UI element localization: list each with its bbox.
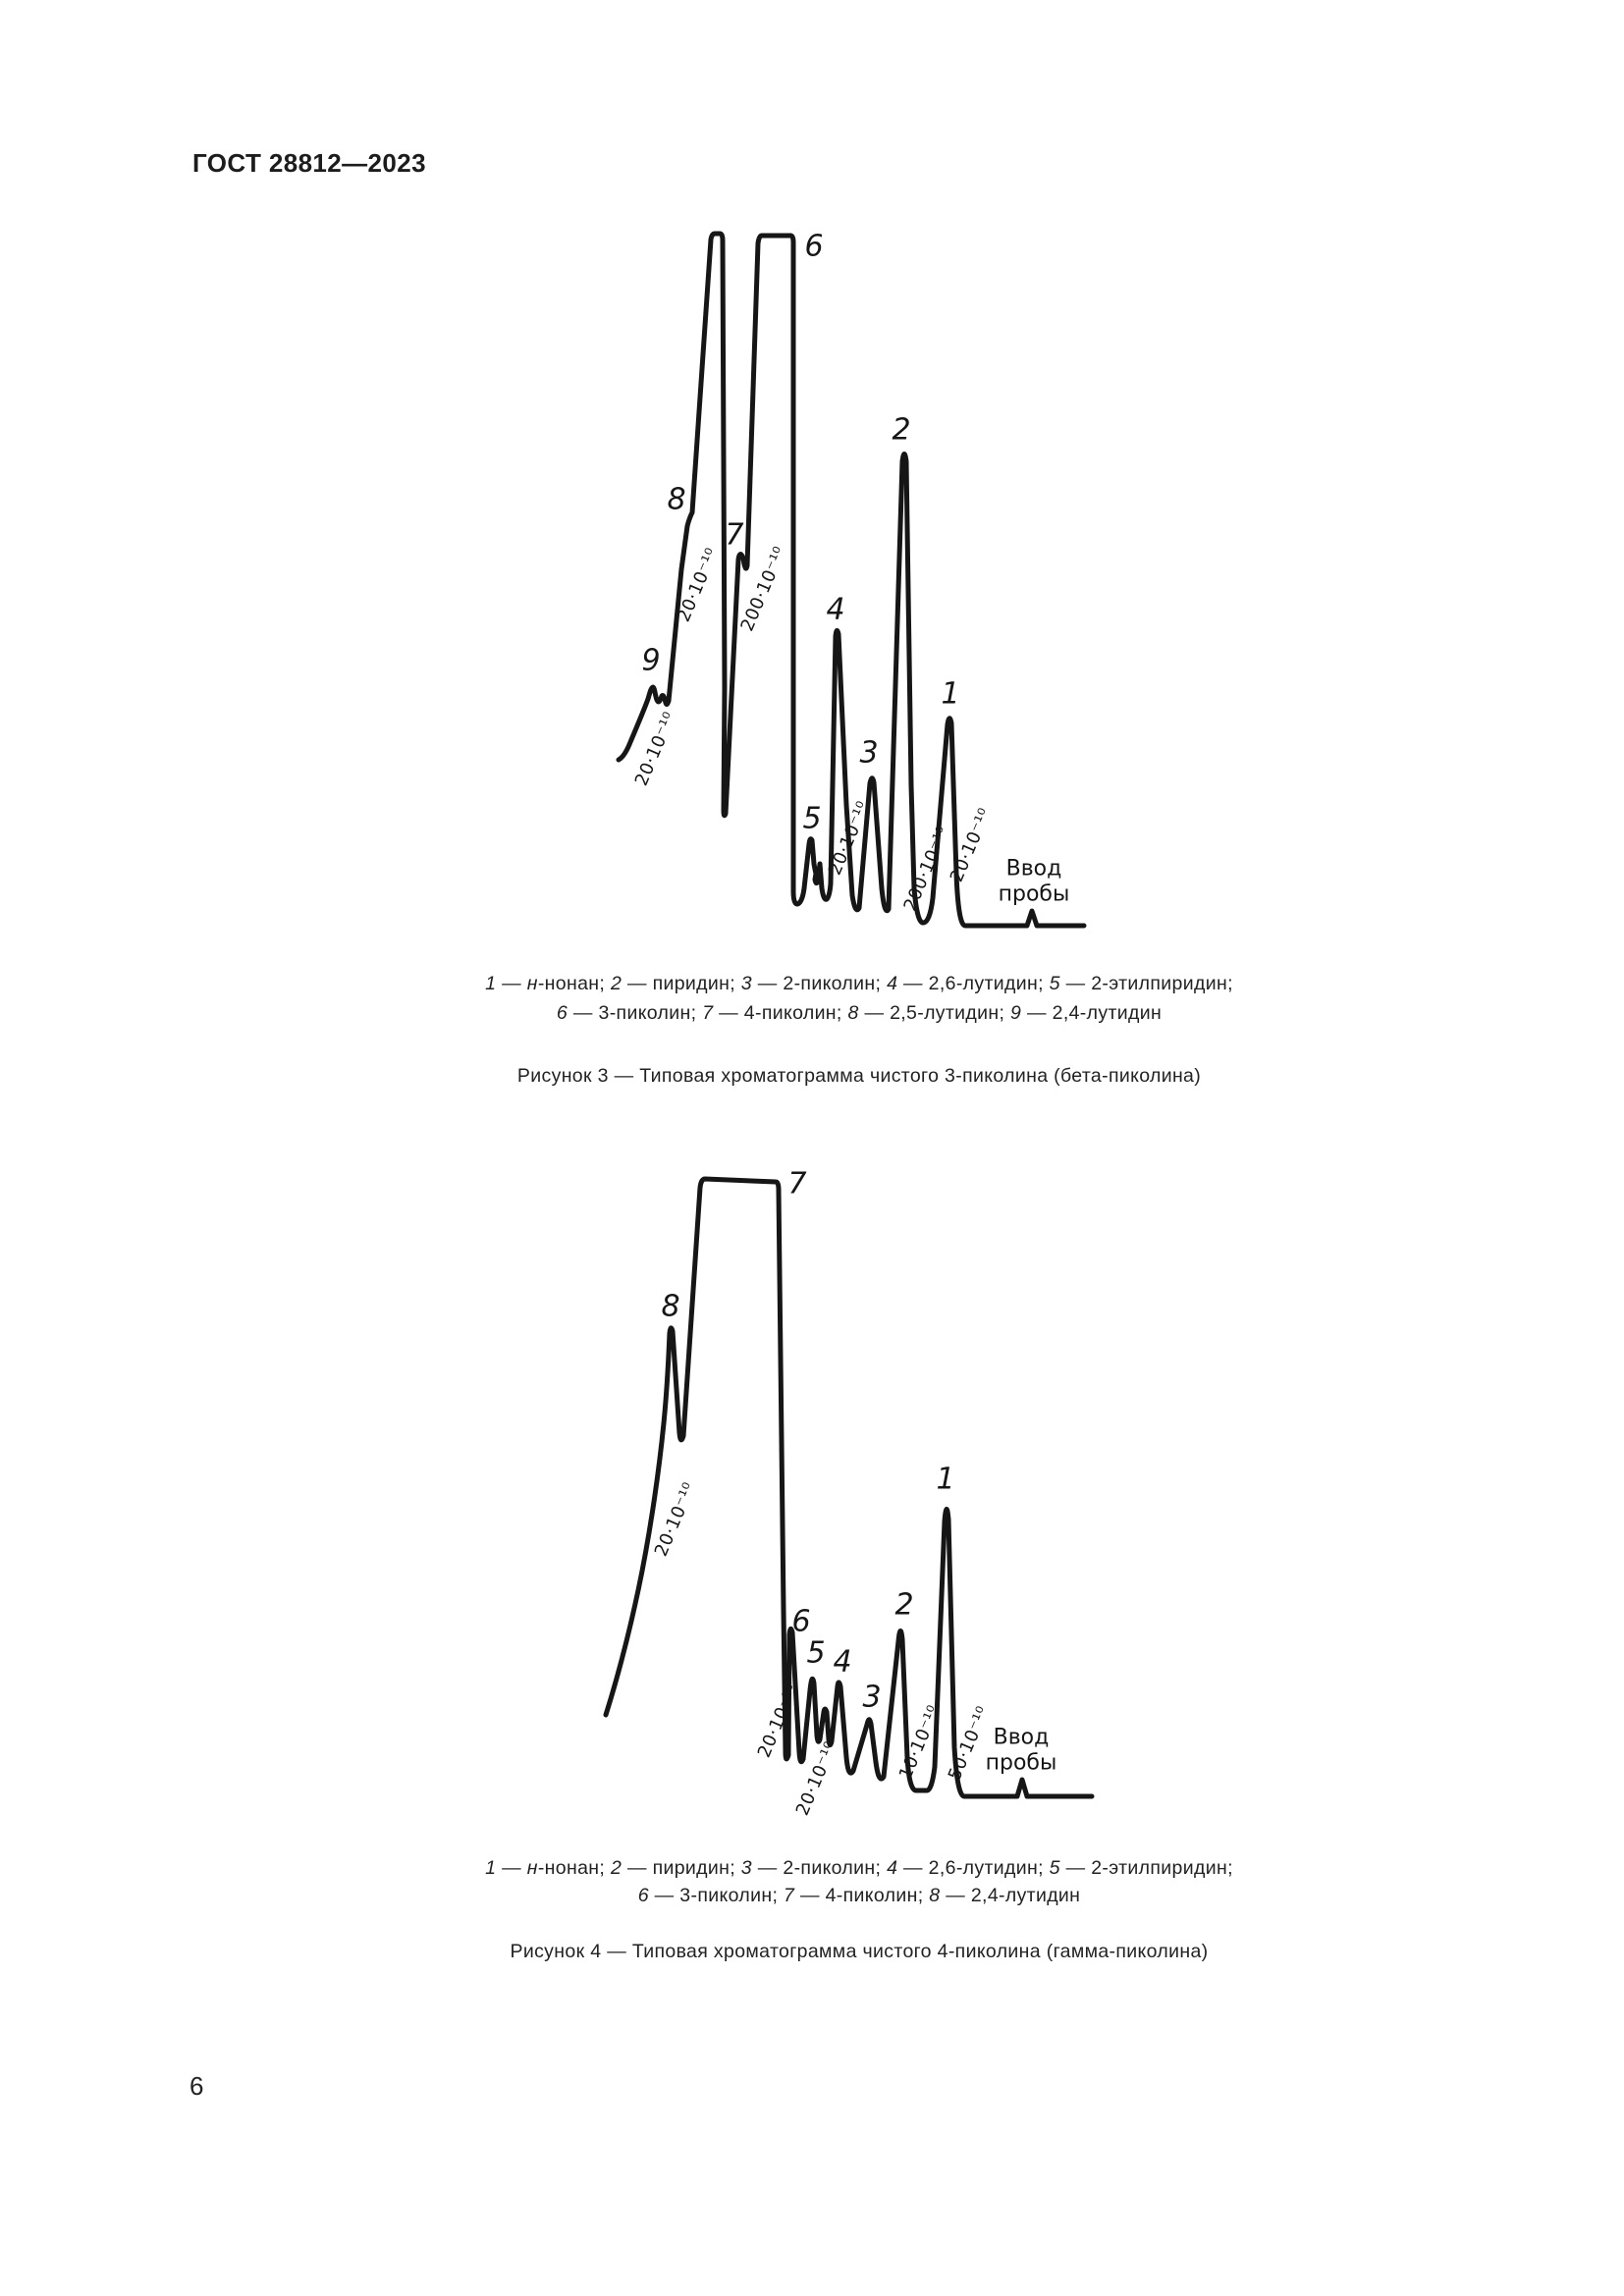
legend-text: —: [496, 1857, 527, 1879]
page-number: 6: [189, 2071, 204, 2101]
legend-item-number: н: [526, 973, 538, 994]
legend-item-number: 1: [485, 973, 497, 994]
legend-text: — 2-этилпиридин;: [1059, 1857, 1233, 1879]
legend-item-number: 2: [610, 973, 623, 994]
legend-item-number: 6: [556, 1002, 568, 1024]
figure3-caption: Рисунок 3 — Типовая хроматограмма чистог…: [516, 1065, 1202, 1087]
legend-item-number: 3: [740, 973, 752, 994]
legend-item-number: 1: [485, 1857, 497, 1879]
legend-text: — 2-этилпиридин;: [1059, 973, 1233, 994]
legend-text: —: [496, 973, 527, 994]
legend-text: — 2,4-лутидин: [1021, 1002, 1163, 1024]
legend-text: — 4-пиколин;: [713, 1002, 848, 1024]
legend-text: — пиридин;: [622, 973, 741, 994]
legend-item-number: 6: [637, 1885, 649, 1906]
legend-item-number: 5: [1049, 1857, 1060, 1879]
figure3-legend-line1: 1 — н-нонан; 2 — пиридин; 3 — 2-пиколин;…: [485, 973, 1233, 995]
document-header: ГОСТ 28812—2023: [192, 148, 426, 178]
legend-text: — пиридин;: [622, 1857, 741, 1879]
legend-text: -нонан;: [537, 1857, 611, 1879]
legend-item-number: 4: [887, 1857, 898, 1879]
legend-item-number: 8: [847, 1002, 859, 1024]
legend-item-number: 9: [1010, 1002, 1022, 1024]
legend-item-number: 7: [702, 1002, 714, 1024]
figure4-caption: Рисунок 4 — Типовая хроматограмма чистог…: [510, 1941, 1209, 1962]
figure4-chromatogram: [603, 1176, 1095, 1799]
legend-text: — 2,6-лутидин;: [897, 973, 1050, 994]
legend-item-number: 8: [929, 1885, 941, 1906]
figure3-legend-line2: 6 — 3-пиколин; 7 — 4-пиколин; 8 — 2,5-лу…: [557, 1002, 1162, 1025]
legend-item-number: 5: [1049, 973, 1060, 994]
legend-text: — 2,4-лутидин: [940, 1885, 1081, 1906]
legend-text: — 3-пиколин;: [568, 1002, 703, 1024]
figure3-chromatogram: [616, 231, 1087, 929]
legend-text: — 2-пиколин;: [751, 973, 888, 994]
legend-item-number: 3: [740, 1857, 752, 1879]
legend-item-number: н: [526, 1857, 538, 1879]
legend-item-number: 4: [887, 973, 898, 994]
figure4-legend-line2: 6 — 3-пиколин; 7 — 4-пиколин; 8 — 2,4-лу…: [638, 1885, 1081, 1907]
legend-item-number: 7: [783, 1885, 795, 1906]
legend-text: — 4-пиколин;: [794, 1885, 930, 1906]
legend-text: — 3-пиколин;: [648, 1885, 784, 1906]
legend-text: — 2,5-лутидин;: [858, 1002, 1011, 1024]
legend-text: — 2-пиколин;: [751, 1857, 888, 1879]
chromatogram-trace-4: [603, 1176, 1095, 1799]
legend-text: -нонан;: [537, 973, 611, 994]
legend-text: — 2,6-лутидин;: [897, 1857, 1050, 1879]
figure4-legend-line1: 1 — н-нонан; 2 — пиридин; 3 — 2-пиколин;…: [485, 1857, 1233, 1880]
chromatogram-trace-3: [616, 231, 1087, 929]
legend-item-number: 2: [610, 1857, 623, 1879]
